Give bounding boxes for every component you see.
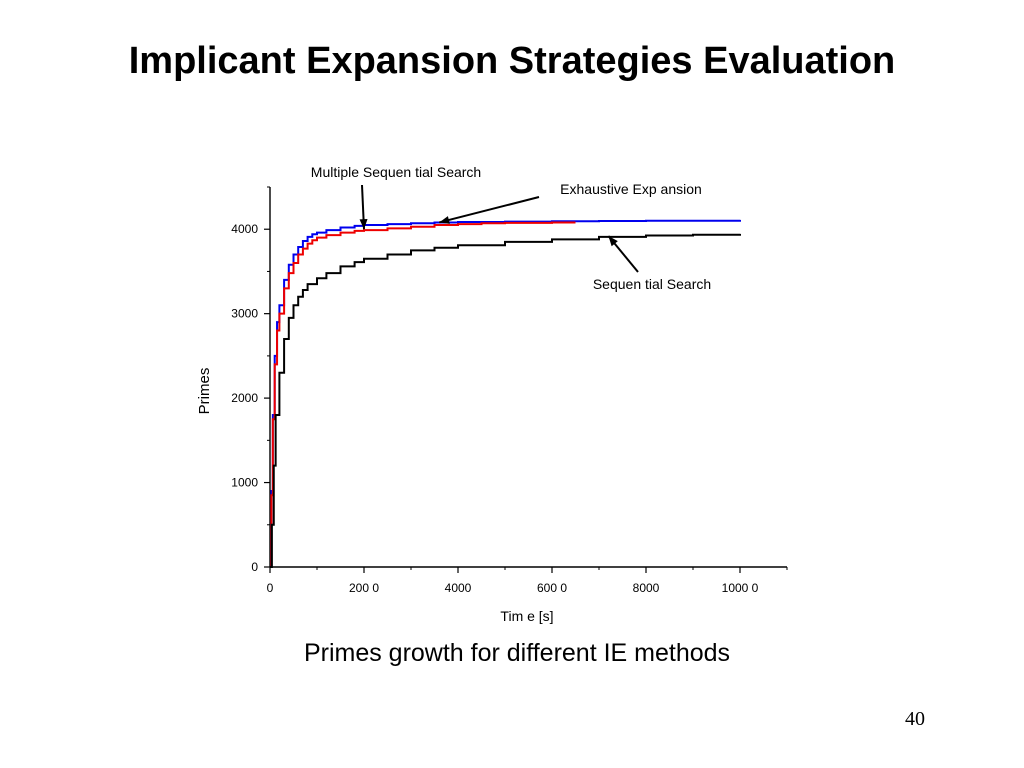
x-tick-label: 4000 bbox=[445, 581, 472, 595]
chart-caption: Primes growth for different IE methods bbox=[303, 639, 731, 667]
y-axis-label: Primes bbox=[196, 368, 213, 415]
y-tick-label: 1000 bbox=[231, 476, 258, 490]
x-tick-label: 600 0 bbox=[537, 581, 567, 595]
annotation-label: Exhaustive Exp ansion bbox=[560, 181, 702, 197]
series-line bbox=[270, 233, 741, 568]
x-tick-label: 0 bbox=[267, 581, 274, 595]
annotation-arrow bbox=[438, 196, 540, 224]
x-tick-label: 200 0 bbox=[349, 581, 379, 595]
annotation-arrowhead bbox=[359, 219, 368, 230]
y-tick-label: 3000 bbox=[231, 307, 258, 321]
y-tick-label: 2000 bbox=[231, 391, 258, 405]
slide-title: Implicant Expansion Strategies Evaluatio… bbox=[128, 40, 896, 82]
y-tick-label: 0 bbox=[251, 560, 258, 574]
annotation-arrowhead bbox=[439, 216, 450, 224]
x-tick-label: 1000 0 bbox=[722, 581, 759, 595]
annotation-arrowhead bbox=[608, 235, 618, 247]
chart-axes bbox=[269, 187, 787, 568]
chart-series bbox=[270, 219, 741, 568]
annotation-label: Multiple Sequen tial Search bbox=[311, 164, 481, 180]
x-tick-label: 8000 bbox=[633, 581, 660, 595]
series-line bbox=[270, 221, 576, 568]
chart-annotations: Multiple Sequen tial Search Exhaustive Ex… bbox=[311, 164, 711, 292]
x-axis-label: Tim e [s] bbox=[500, 608, 553, 624]
annotation-label: Sequen tial Search bbox=[593, 276, 711, 292]
page-number: 40 bbox=[905, 708, 925, 730]
y-tick-label: 4000 bbox=[231, 222, 258, 236]
